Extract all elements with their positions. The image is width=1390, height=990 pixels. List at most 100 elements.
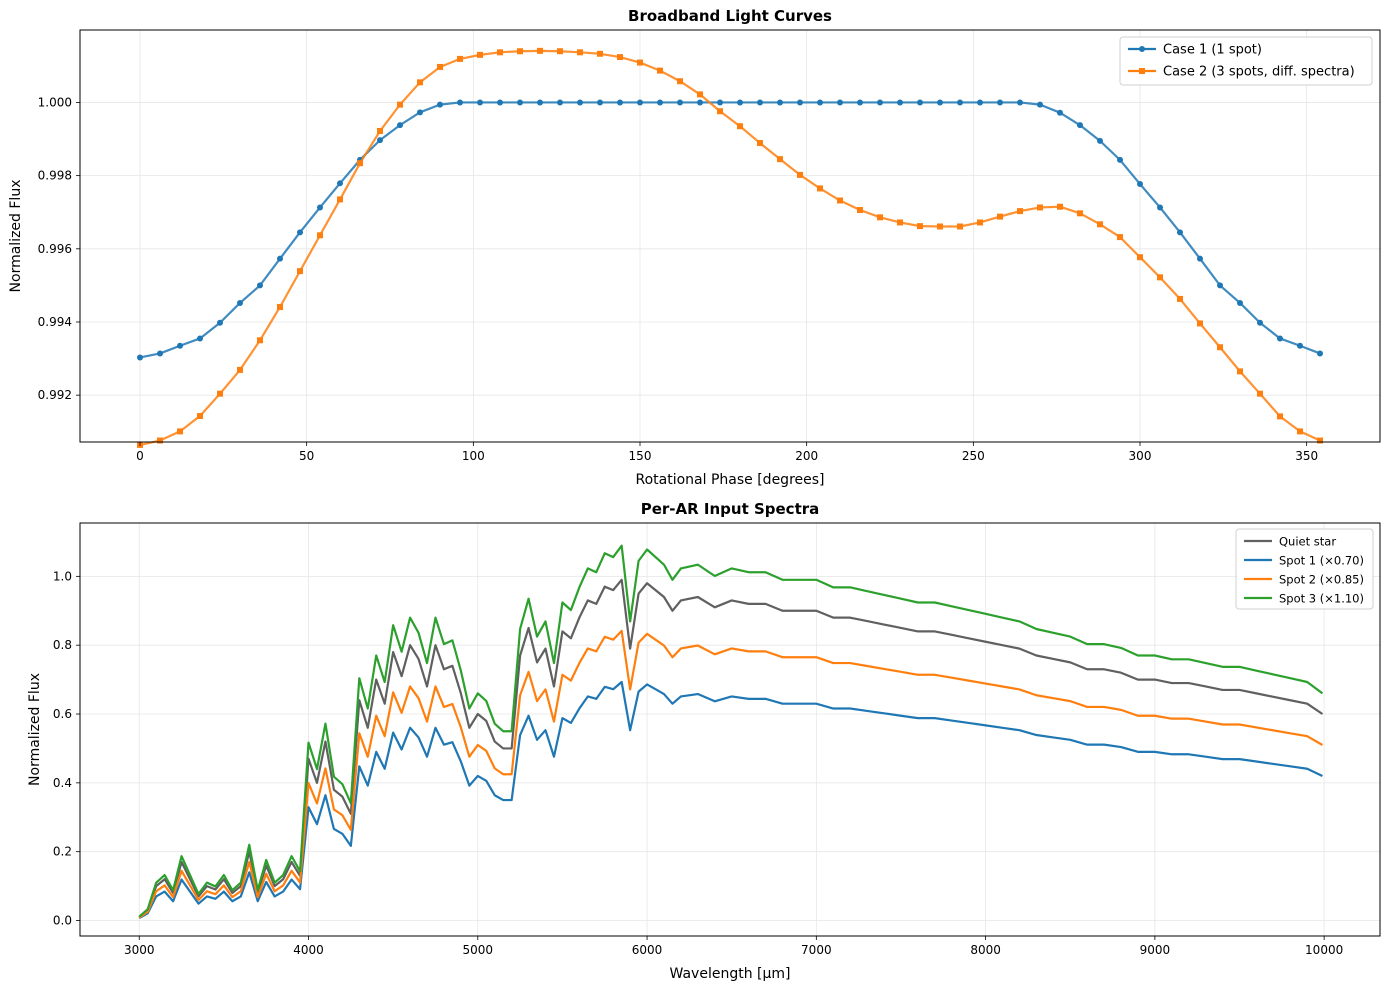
data-point	[917, 223, 923, 230]
data-point	[1017, 208, 1023, 215]
data-point	[817, 99, 823, 106]
light-curves-axes-frame	[79, 29, 1381, 443]
x-tick-label: 5000	[463, 943, 494, 957]
legend-label: Spot 1 (×0.70)	[1279, 554, 1364, 568]
data-point	[1097, 221, 1103, 228]
y-tick-label: 0.2	[53, 845, 72, 859]
data-point	[797, 171, 803, 178]
data-point	[217, 390, 223, 397]
data-point	[857, 99, 863, 106]
data-point	[437, 63, 443, 70]
x-tick-label: 50	[299, 449, 314, 463]
data-point	[1257, 390, 1263, 397]
data-point	[417, 79, 423, 86]
data-point	[857, 207, 863, 214]
data-point	[997, 213, 1003, 220]
data-point	[517, 48, 523, 55]
y-tick-label: 0.4	[53, 776, 72, 790]
series-line-2	[138, 680, 1323, 920]
input-spectra-ticks: 3000 4000 5000 6000 7000 8000 9000 10000 0.0 0.2 0…	[53, 569, 1343, 957]
x-tick-label: 0	[136, 449, 144, 463]
data-point	[1277, 413, 1283, 420]
light-curves-title: Broadband Light Curves	[628, 7, 832, 25]
data-point	[397, 122, 403, 129]
y-tick-label: 0.994	[38, 315, 72, 329]
data-point	[897, 99, 903, 106]
y-tick-label: 1.000	[38, 95, 72, 109]
data-point	[937, 99, 943, 106]
data-point	[637, 59, 643, 66]
data-point	[977, 219, 983, 226]
data-point	[637, 99, 643, 106]
input-spectra-series	[138, 544, 1324, 920]
data-point	[237, 299, 243, 306]
legend-box	[1235, 528, 1374, 610]
data-point	[177, 342, 183, 349]
light-curves-ticks: 0 50 100 150 200 250 300 350 0.992 0.994 0.996 0.99…	[38, 95, 1318, 463]
x-tick-label: 150	[629, 449, 652, 463]
data-point	[1057, 109, 1063, 116]
data-point	[717, 108, 723, 115]
x-tick-label: 7000	[801, 943, 832, 957]
y-tick-label: 0.0	[53, 914, 72, 928]
data-point	[197, 335, 203, 342]
data-point	[557, 99, 563, 106]
data-point	[157, 437, 163, 444]
data-point	[717, 99, 723, 106]
x-tick-label: 8000	[970, 943, 1001, 957]
data-point	[377, 127, 383, 134]
data-point	[1257, 319, 1263, 326]
data-point	[1037, 204, 1043, 211]
series-line-3	[138, 629, 1323, 919]
data-point	[477, 51, 483, 58]
series-line-1	[139, 101, 1321, 359]
light-curves-legend: Case 1 (1 spot) Case 2 (3 spots, diff. sp…	[1119, 36, 1373, 86]
data-point	[697, 91, 703, 98]
legend-label: Spot 3 (×1.10)	[1279, 592, 1364, 606]
data-point	[777, 156, 783, 163]
data-point	[837, 99, 843, 106]
legend-marker	[1139, 68, 1145, 74]
data-point	[377, 137, 383, 144]
data-point	[1177, 229, 1183, 236]
data-point	[837, 197, 843, 204]
legend-box	[1119, 36, 1373, 86]
data-point	[1197, 320, 1203, 327]
data-point	[257, 337, 263, 344]
legend-label: Quiet star	[1279, 535, 1336, 549]
light-curves-series	[137, 47, 1323, 448]
data-point	[1117, 156, 1123, 163]
data-point	[297, 229, 303, 236]
data-point	[917, 99, 923, 106]
data-point	[1057, 203, 1063, 210]
data-point	[1237, 368, 1243, 375]
data-point	[357, 160, 363, 167]
data-point	[1277, 335, 1283, 342]
data-point	[957, 99, 963, 106]
data-point	[337, 180, 343, 187]
light-curves-xlabel: Rotational Phase [degrees]	[636, 472, 825, 488]
data-point	[877, 99, 883, 106]
data-point	[537, 99, 543, 106]
input-spectra-grid	[80, 523, 1380, 936]
data-point	[197, 413, 203, 420]
data-point	[997, 99, 1003, 106]
data-point	[1317, 350, 1323, 357]
data-point	[437, 101, 443, 108]
data-point	[737, 99, 743, 106]
data-point	[277, 255, 283, 262]
data-point	[757, 140, 763, 147]
y-tick-label: 0.998	[38, 169, 72, 183]
data-point	[697, 99, 703, 106]
data-point	[1137, 181, 1143, 188]
data-point	[617, 54, 623, 61]
data-point	[297, 268, 303, 275]
input-spectra-title: Per-AR Input Spectra	[641, 500, 820, 518]
data-point	[577, 99, 583, 106]
data-point	[1317, 437, 1323, 444]
data-point	[397, 101, 403, 108]
x-tick-label: 100	[462, 449, 485, 463]
data-point	[557, 48, 563, 55]
